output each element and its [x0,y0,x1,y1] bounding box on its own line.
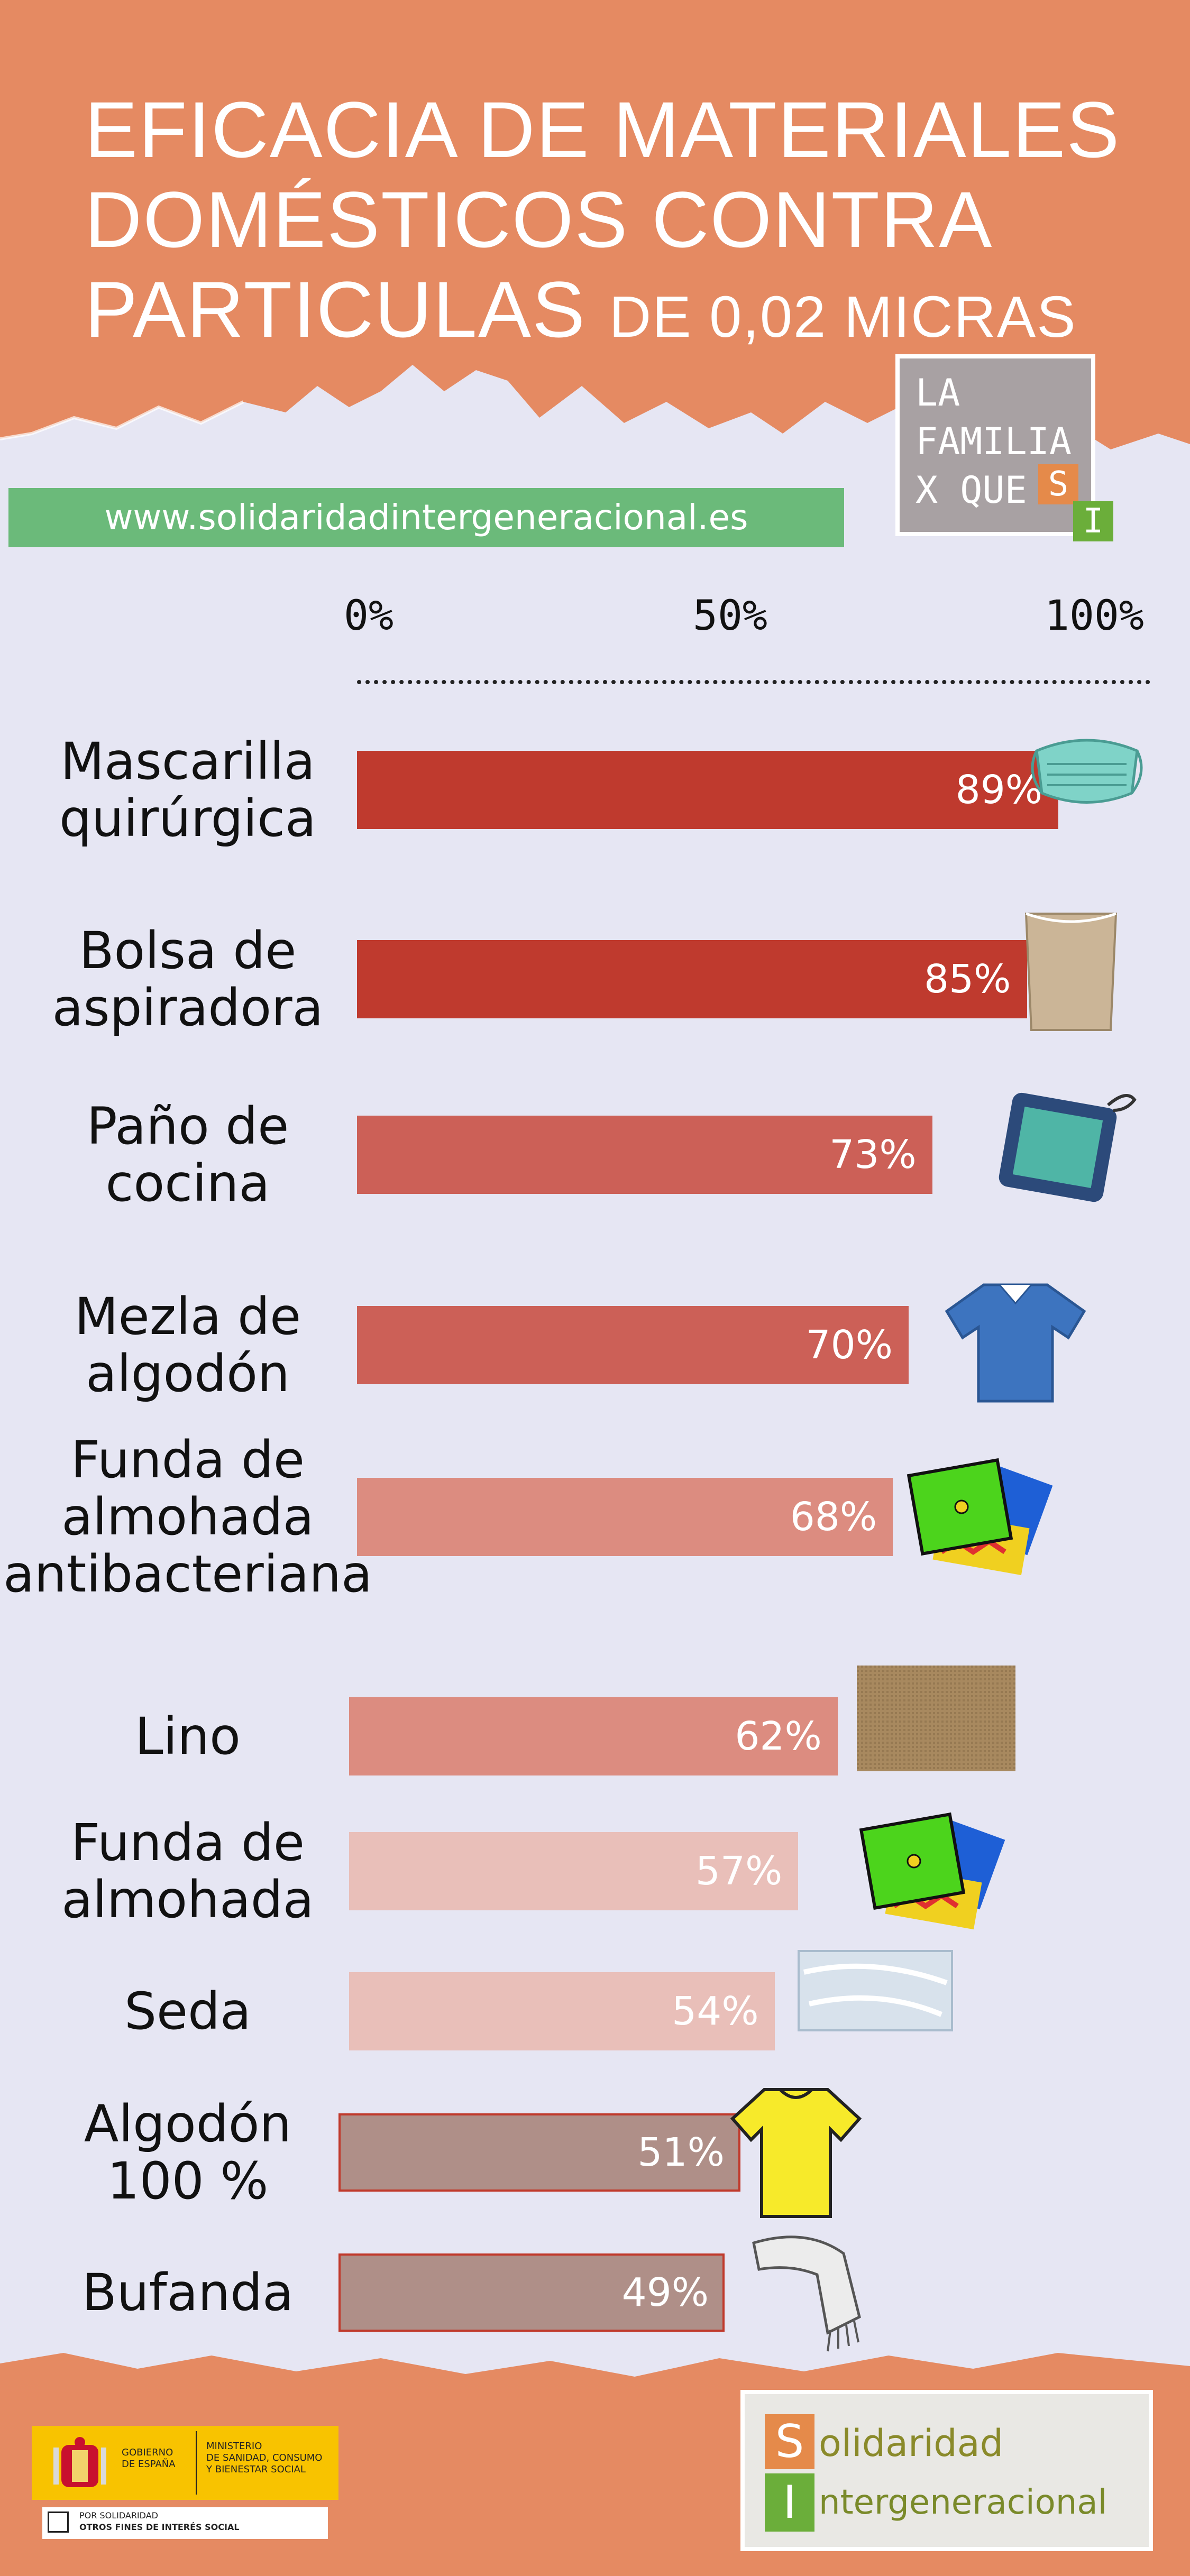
logo-word-1: olidaridad [819,2422,1004,2465]
title-line-2: DOMÉSTICOS CONTRA [85,175,993,264]
gobierno-de-espana-logo: GOBIERNO DE ESPAÑA MINISTERIO DE SANIDAD… [32,2426,338,2500]
gov-line-2: DE ESPAÑA [122,2459,176,2470]
category-label-line: Funda de [71,1813,305,1872]
axis-tick-50: 50% [693,592,767,640]
bar-value-label: 62% [735,1714,822,1759]
category-label-line: almohada [61,1487,314,1547]
family-logo-line-3: X QUE [916,468,1027,512]
family-logo-line-1: LA [916,371,960,415]
category-label-line: cocina [105,1154,270,1213]
bar-value-label: 51% [637,2130,725,2175]
paper-bag-icon [1021,908,1121,1037]
shirt-icon [941,1274,1090,1409]
family-logo-line-2: FAMILIA [916,420,1072,463]
kitchen-cloth-icon [994,1084,1142,1208]
solidarity-line-2: OTROS FINES DE INTERÉS SOCIAL [79,2522,240,2532]
category-label-line: almohada [61,1870,314,1929]
category-label-line: Funda de [71,1430,305,1489]
bar [357,940,1027,1018]
scarf-icon [738,2222,875,2361]
category-label-line: antibacteriana [3,1544,372,1604]
title-line-3-small: DE 0,02 MICRAS [609,284,1077,349]
pillows-icon [899,1446,1058,1596]
gov-line-1: GOBIERNO [122,2447,173,2458]
family-logo-s-box: S [1038,464,1078,504]
logo-word-2: ntergeneracional [819,2483,1107,2522]
bar-value-label: 70% [805,1322,893,1368]
category-label-line: aspiradora [52,978,324,1037]
solidarity-line-1: POR SOLIDARIDAD [79,2510,158,2520]
bar [357,1116,932,1194]
category-label: Mascarilla quirúrgica [0,733,376,847]
category-label-line: Seda [124,1982,251,2041]
bar [338,2253,725,2332]
mask-icon [1026,719,1148,816]
category-label: Funda de almohada [0,1814,376,1928]
website-banner [8,488,844,547]
category-label: Algodón 100 % [0,2095,376,2210]
bar [349,1697,838,1775]
category-label: Bufanda [0,2264,376,2321]
solidaridad-intergeneracional-logo: S olidaridad I ntergeneracional [740,2390,1153,2551]
coat-of-arms-icon [53,2437,106,2487]
title-line-3-big: PARTICULAS [85,265,587,354]
axis-dotted-line [357,680,1150,684]
category-label: Seda [0,1983,376,2040]
header-background [0,0,1190,449]
checkbox-icon [48,2511,69,2533]
ministry-line-1: MINISTERIO [206,2441,262,2452]
category-label: Lino [0,1708,376,1765]
bar [338,2113,740,2192]
category-label: Bolsa de aspiradora [0,922,376,1036]
linen-icon [857,1666,1015,1773]
logo-i-box: I [765,2473,814,2532]
title-line-1: EFICACIA DE MATERIALES [85,85,1121,174]
pillows-icon [852,1800,1010,1951]
bar [357,1478,893,1556]
category-label-line: Mascarilla [60,732,315,791]
bar [349,1832,799,1910]
bar [357,751,1059,829]
bar-value-label: 49% [621,2270,709,2315]
category-label-line: quirúrgica [59,789,316,848]
category-label: Paño de cocina [0,1098,376,1212]
ministry-line-3: Y BIENESTAR SOCIAL [206,2464,306,2475]
solidarity-tax-box: POR SOLIDARIDAD OTROS FINES DE INTERÉS S… [42,2507,328,2539]
category-label-line: 100 % [107,2151,269,2211]
bar-value-label: 73% [829,1132,917,1177]
bar-value-label: 68% [790,1494,877,1540]
category-label-line: Lino [135,1707,241,1766]
ministry-line-2: DE SANIDAD, CONSUMO [206,2452,323,2463]
family-logo-i-box: I [1073,501,1113,541]
bar-value-label: 54% [672,1989,759,2034]
category-label-line: Paño de [86,1097,289,1156]
category-label: Funda de almohada antibacteriana [0,1431,376,1603]
bar [349,1972,775,2050]
bar-value-label: 57% [695,1848,783,1894]
axis-tick-100: 100% [1045,592,1144,640]
website-url[interactable]: www.solidaridadintergeneracional.es [104,497,748,538]
la-familia-x-que-si-logo: LA FAMILIA X QUE S I [895,354,1113,541]
tshirt-icon [727,2082,865,2227]
silk-icon [793,1940,957,2038]
logo-s-box: S [765,2414,814,2469]
title-line-3: PARTICULAS DE 0,02 MICRAS [85,270,1077,349]
category-label-line: Algodón [84,2094,292,2154]
category-label-line: Bufanda [82,2263,294,2322]
category-label-line: Bolsa de [79,921,297,980]
bar [357,1306,909,1384]
bar-value-label: 85% [924,956,1011,1002]
bar-value-label: 89% [955,767,1043,813]
category-label: Mezla de algodón [0,1288,376,1402]
category-label-line: algodón [86,1344,290,1403]
category-label-line: Mezla de [74,1287,301,1346]
axis-tick-0: 0% [344,592,393,640]
